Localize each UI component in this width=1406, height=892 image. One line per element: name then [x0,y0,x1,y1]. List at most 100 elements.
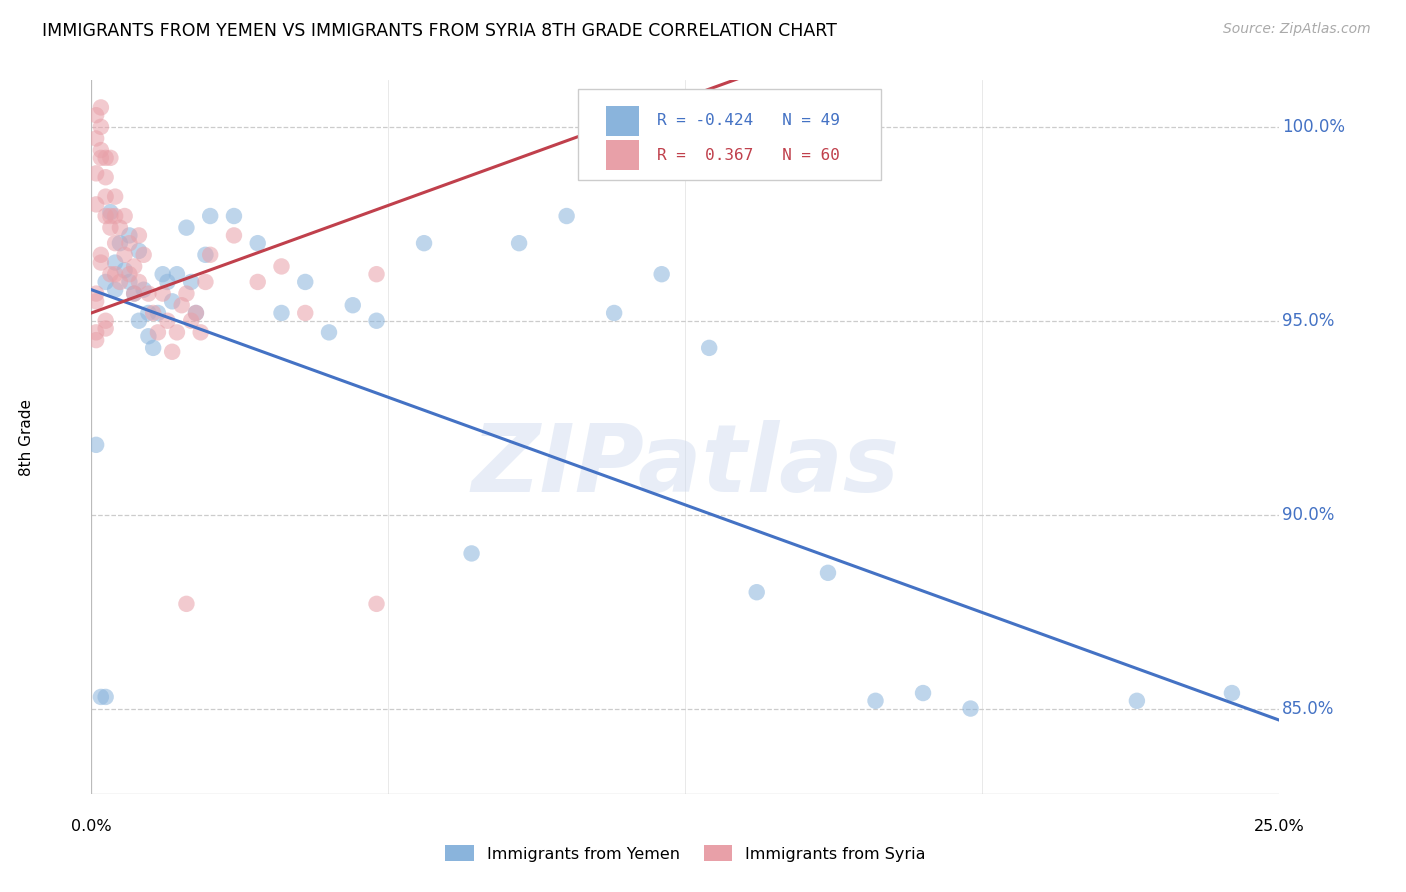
Text: Source: ZipAtlas.com: Source: ZipAtlas.com [1223,22,1371,37]
Point [104,189,127,203]
Point [152,286,174,301]
Point [697,341,720,355]
Point [84,166,107,180]
Point [184,306,207,320]
Point [132,248,155,262]
Point [194,275,217,289]
Text: R =  0.367   N = 60: R = 0.367 N = 60 [657,148,839,162]
FancyBboxPatch shape [606,140,640,170]
Point [176,220,198,235]
Point [128,228,150,243]
Point [180,275,202,289]
Text: R = -0.424   N = 49: R = -0.424 N = 49 [657,113,839,128]
Text: 25.0%: 25.0% [1254,819,1305,834]
Point [146,326,169,340]
Point [959,701,981,715]
Text: 95.0%: 95.0% [1282,311,1334,330]
Point [84,131,107,145]
Point [138,286,160,301]
Point [94,151,117,165]
Point [122,286,145,301]
Point [84,333,107,347]
Point [114,248,136,262]
Text: 85.0%: 85.0% [1282,699,1334,717]
Point [94,209,117,223]
Point [118,236,141,251]
Point [745,585,768,599]
Point [294,306,316,320]
Point [118,228,141,243]
Point [413,236,436,251]
Point [114,209,136,223]
Point [817,566,839,580]
Point [142,306,165,320]
Point [166,326,188,340]
Point [170,298,193,312]
Point [366,597,388,611]
Point [865,694,887,708]
Point [222,228,245,243]
Text: 8th Grade: 8th Grade [18,399,34,475]
Point [603,306,626,320]
Point [94,314,117,328]
Point [222,209,245,223]
Point [104,267,127,281]
Point [84,326,107,340]
Point [118,275,141,289]
FancyBboxPatch shape [606,106,640,136]
Point [190,326,212,340]
Point [366,314,388,328]
Point [94,170,117,185]
Point [122,260,145,274]
Point [84,438,107,452]
Point [342,298,364,312]
Point [156,314,179,328]
Point [122,286,145,301]
Point [90,255,112,269]
Legend: Immigrants from Yemen, Immigrants from Syria: Immigrants from Yemen, Immigrants from S… [439,839,932,868]
Text: IMMIGRANTS FROM YEMEN VS IMMIGRANTS FROM SYRIA 8TH GRADE CORRELATION CHART: IMMIGRANTS FROM YEMEN VS IMMIGRANTS FROM… [42,22,837,40]
Point [270,260,292,274]
Point [84,286,107,301]
Point [100,205,122,219]
Point [160,294,183,309]
Point [90,151,112,165]
Point [84,294,107,309]
Point [84,197,107,211]
Point [166,267,188,281]
Point [270,306,292,320]
Point [194,248,217,262]
Point [200,248,222,262]
Point [94,275,117,289]
Point [100,267,122,281]
Point [114,263,136,277]
FancyBboxPatch shape [578,89,882,180]
Point [128,275,150,289]
Point [911,686,934,700]
Text: ZIPatlas: ZIPatlas [471,419,900,512]
Point [294,275,316,289]
Point [104,283,127,297]
Point [100,151,122,165]
Point [246,275,269,289]
Text: 100.0%: 100.0% [1282,118,1344,136]
Point [142,341,165,355]
Text: 0.0%: 0.0% [72,819,111,834]
Point [246,236,269,251]
Point [94,690,117,704]
Point [90,120,112,134]
Point [128,244,150,258]
Point [460,546,482,560]
Point [108,275,131,289]
Point [90,100,112,114]
Point [94,189,117,203]
Point [90,143,112,157]
Point [138,306,160,320]
Point [108,236,131,251]
Point [118,267,141,281]
Point [104,236,127,251]
Point [146,306,169,320]
Point [104,209,127,223]
Point [100,220,122,235]
Point [508,236,530,251]
